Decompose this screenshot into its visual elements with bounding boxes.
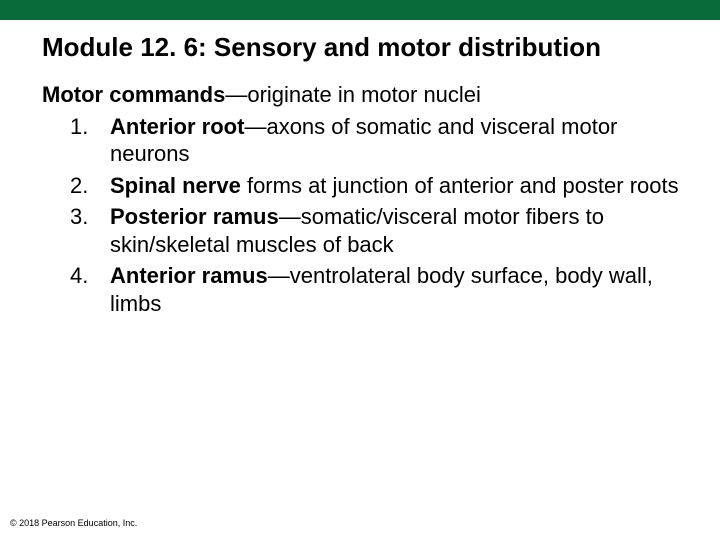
- header-bar: [0, 0, 720, 20]
- copyright-text: © 2018 Pearson Education, Inc.: [10, 518, 137, 528]
- list-text: Posterior ramus—somatic/visceral motor f…: [110, 203, 680, 258]
- list-number: 4.: [70, 262, 110, 317]
- list-number: 3.: [70, 203, 110, 258]
- page-title: Module 12. 6: Sensory and motor distribu…: [42, 32, 720, 63]
- list-bold: Anterior ramus: [110, 263, 268, 288]
- list-bold: Spinal nerve: [110, 173, 241, 198]
- list-rest: forms at junction of anterior and poster…: [241, 173, 679, 198]
- intro-line: Motor commands—originate in motor nuclei: [42, 81, 680, 109]
- content-block: Motor commands—originate in motor nuclei…: [42, 81, 680, 317]
- list-item: 4. Anterior ramus—ventrolateral body sur…: [70, 262, 680, 317]
- list-item: 2. Spinal nerve forms at junction of ant…: [70, 172, 680, 200]
- list-item: 1. Anterior root—axons of somatic and vi…: [70, 113, 680, 168]
- intro-bold: Motor commands: [42, 82, 225, 107]
- list-number: 2.: [70, 172, 110, 200]
- list-bold: Posterior ramus: [110, 204, 279, 229]
- list-number: 1.: [70, 113, 110, 168]
- numbered-list: 1. Anterior root—axons of somatic and vi…: [70, 113, 680, 318]
- list-item: 3. Posterior ramus—somatic/visceral moto…: [70, 203, 680, 258]
- list-text: Spinal nerve forms at junction of anteri…: [110, 172, 680, 200]
- list-text: Anterior ramus—ventrolateral body surfac…: [110, 262, 680, 317]
- list-text: Anterior root—axons of somatic and visce…: [110, 113, 680, 168]
- list-bold: Anterior root: [110, 114, 244, 139]
- intro-rest: —originate in motor nuclei: [225, 82, 481, 107]
